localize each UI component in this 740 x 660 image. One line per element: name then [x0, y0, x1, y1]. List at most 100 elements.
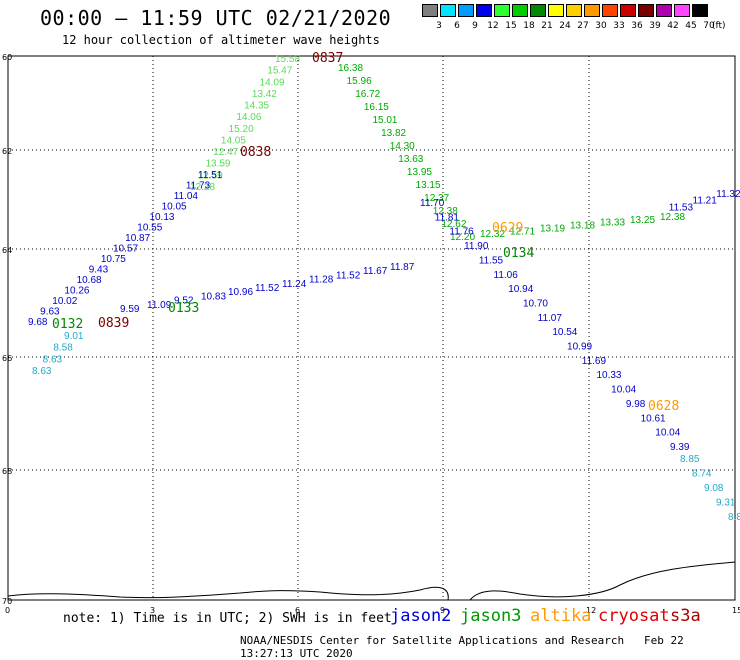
swh-value-label: 15.47: [267, 66, 292, 77]
swh-value-label: 12.62: [441, 219, 466, 230]
satellite-name-altika: altika: [530, 606, 592, 626]
swh-value-label: 12.32: [480, 229, 505, 240]
lat-lon-grid: [7, 55, 736, 601]
legend-label: 12: [487, 21, 499, 31]
swh-value-label: 8.63: [32, 366, 52, 377]
legend-label: 36: [631, 21, 643, 31]
swh-value-label: 10.26: [64, 286, 89, 297]
swh-value-label: 11.07: [538, 313, 563, 324]
swh-value-label: 11.67: [363, 266, 388, 277]
pass-time-label: 0132: [52, 317, 83, 332]
legend-swatch: [566, 4, 582, 17]
swh-value-label: 13.82: [381, 128, 406, 139]
swh-value-label: 13.95: [407, 167, 432, 178]
swh-value-label: 14.35: [244, 101, 269, 112]
satellite-name-cryosat: cryosat: [598, 606, 670, 626]
pass-time-labels: 0837 0838 0839 0629 0628 0134 0133 0132: [52, 51, 679, 414]
legend-label: 18: [523, 21, 535, 31]
swh-value-label: 9.63: [40, 307, 60, 318]
swh-value-label: 11.90: [464, 241, 489, 252]
legend-unit-label: (ft): [712, 21, 726, 31]
coastline-norway: [469, 561, 736, 601]
swh-value-label: 14.30: [390, 141, 415, 152]
legend-label: 24: [559, 21, 571, 31]
lon-tick-label: 0: [5, 606, 10, 615]
swh-value-label: 10.33: [596, 370, 621, 381]
satellite-name-s3a: s3a: [670, 606, 701, 626]
lon-tick-label: 3: [150, 606, 155, 615]
legend-swatch: [620, 4, 636, 17]
lat-tick-label: 60: [2, 53, 12, 62]
swh-value-label: 9.52: [174, 296, 194, 307]
pass-time-label: 0629: [492, 221, 523, 236]
legend-label: 15: [505, 21, 517, 31]
pass-time-label: 0134: [503, 246, 534, 261]
satellite-name-jason3: jason3: [460, 606, 522, 626]
swh-value-label: 10.68: [77, 275, 102, 286]
swh-value-label: 12.38: [660, 212, 685, 223]
swh-value-label: 15.58: [275, 54, 300, 65]
swh-value-label: 10.13: [149, 212, 174, 223]
swh-value-label: 14.09: [260, 77, 285, 88]
lon-tick-label: 9: [440, 606, 445, 615]
legend-label: 9: [472, 21, 478, 31]
lat-tick-label: 70: [2, 597, 12, 606]
swh-value-label: 13.15: [416, 180, 441, 191]
swh-value-label: 11.21: [693, 196, 718, 207]
swh-value-label: 11.76: [449, 227, 474, 238]
swh-value-label: 13.33: [600, 218, 625, 229]
swh-value-label: 9.31: [716, 498, 736, 509]
swh-value-label: 10.94: [508, 284, 533, 295]
swh-value-label: 13.59: [205, 159, 230, 170]
pass-time-label: 0839: [98, 316, 129, 331]
swh-value-label: 10.70: [523, 298, 548, 309]
swh-value-label: 15.96: [347, 76, 372, 87]
legend-label: 33: [613, 21, 625, 31]
swh-value-label: 15.01: [372, 115, 397, 126]
legend-swatch: [548, 4, 564, 17]
altimeter-tracks: 15.5815.4714.0913.4214.3514.0615.2014.05…: [28, 54, 740, 523]
swh-value-label: 10.83: [201, 291, 226, 302]
swh-value-label: 8.58: [53, 343, 73, 354]
swh-value-label: 9.68: [28, 317, 48, 328]
swh-value-label: 13.18: [570, 221, 595, 232]
legend-swatch: [458, 4, 474, 17]
legend-swatch: [422, 4, 438, 17]
swh-value-label: 10.75: [101, 254, 126, 265]
swh-value-label: 12.71: [510, 226, 535, 237]
swh-value-label: 10.04: [611, 385, 636, 396]
swh-value-label: 11.51: [198, 170, 223, 181]
swh-value-label: 11.53: [669, 202, 694, 213]
swh-value-label: 12.37: [424, 193, 449, 204]
coastline-south: [7, 586, 449, 601]
swh-value-label: 13.63: [398, 154, 423, 165]
legend-label: 45: [685, 21, 697, 31]
pass-time-label: 0133: [168, 301, 199, 316]
legend-label: 3: [436, 21, 442, 31]
swh-value-label: 11.73: [186, 181, 211, 192]
swh-value-label: 11.09: [147, 300, 172, 311]
legend-swatch: [476, 4, 492, 17]
legend-label: 39: [649, 21, 661, 31]
legend-swatch: [638, 4, 654, 17]
axis-labels: 60 62 64 66 68 700 3 6 9 12 15: [2, 53, 740, 615]
legend-swatch: [602, 4, 618, 17]
legend-swatch: [674, 4, 690, 17]
swh-value-label: 11.32: [716, 189, 740, 200]
swh-value-label: 16.38: [338, 63, 363, 74]
swh-value-label: 11.69: [582, 356, 607, 367]
swh-value-label: 13.19: [540, 223, 565, 234]
legend-label: 42: [667, 21, 679, 31]
swh-value-label: 11.55: [479, 255, 504, 266]
legend-label: 27: [577, 21, 589, 31]
legend-swatch: [692, 4, 708, 17]
lat-tick-label: 68: [2, 467, 12, 476]
swh-value-label: 12.28: [190, 182, 215, 193]
swh-value-label: 12.38: [433, 206, 458, 217]
legend-swatch: [656, 4, 672, 17]
lon-tick-label: 6: [295, 606, 300, 615]
pass-time-label: 0838: [240, 145, 271, 160]
legend-swatch: [494, 4, 510, 17]
swh-value-label: 12.20: [450, 232, 475, 243]
swh-value-label: 10.55: [137, 223, 162, 234]
